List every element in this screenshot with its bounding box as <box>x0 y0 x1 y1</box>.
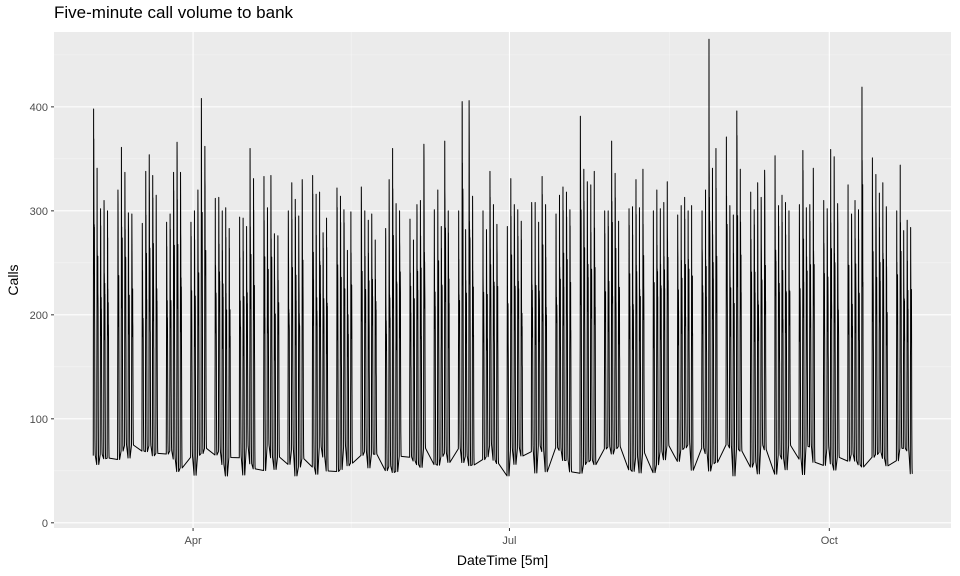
plot-panel <box>54 32 951 528</box>
y-axis: 0 100 200 300 400 <box>30 102 54 530</box>
x-axis: Apr Jul Oct <box>185 528 838 547</box>
x-tick-label: Apr <box>185 535 202 547</box>
y-tick-label: 0 <box>42 518 48 530</box>
major-gridlines <box>54 32 951 528</box>
y-tick-label: 200 <box>30 310 48 322</box>
x-tick-label: Oct <box>821 535 838 547</box>
chart-title: Five-minute call volume to bank <box>54 3 294 22</box>
y-tick-label: 300 <box>30 206 48 218</box>
y-tick-label: 400 <box>30 102 48 114</box>
x-axis-title: DateTime [5m] <box>457 552 548 568</box>
calls-series-line <box>92 38 913 477</box>
x-tick-label: Jul <box>502 535 516 547</box>
y-axis-title: Calls <box>5 264 21 295</box>
y-tick-label: 100 <box>30 414 48 426</box>
